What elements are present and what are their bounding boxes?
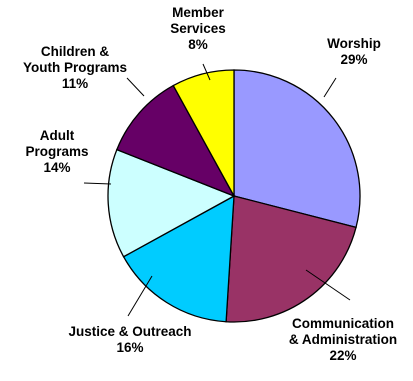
slice-label: Adult Programs 14% xyxy=(25,128,88,175)
pie-slice-member xyxy=(172,69,235,197)
pie-slice-justice-outreach xyxy=(122,194,235,323)
slice-label: Justice & Outreach 16% xyxy=(68,324,191,355)
leader-line xyxy=(127,275,153,317)
slice-label: Children & Youth Programs 11% xyxy=(23,44,127,91)
slice-label-line: 14% xyxy=(43,160,70,175)
leader-line xyxy=(202,63,211,81)
leader-line xyxy=(305,269,351,301)
slice-label-line: 22% xyxy=(329,348,356,363)
pie-slices xyxy=(107,69,361,323)
pie-slice-children xyxy=(116,84,236,198)
slice-label-line: Programs xyxy=(25,144,88,159)
slice-label-line: Children & xyxy=(41,44,110,59)
pie-slice-adult xyxy=(107,148,236,258)
leader-line xyxy=(126,77,145,97)
slice-label-line: 16% xyxy=(116,340,143,355)
slice-labels: Worship 29%Communication & Administration 2… xyxy=(23,5,397,363)
slice-label-line: Communication xyxy=(292,316,394,331)
slice-label: Member Services 8% xyxy=(170,5,226,52)
slice-label-line: Member xyxy=(172,5,225,20)
pie-slice-worship xyxy=(233,69,361,229)
leader-lines xyxy=(83,63,351,317)
slice-label-line: Youth Programs xyxy=(23,60,127,75)
leader-line xyxy=(83,182,112,185)
leader-line xyxy=(323,77,337,98)
slice-label-line: 29% xyxy=(340,52,367,67)
slice-label: Worship 29% xyxy=(327,36,381,67)
slice-label-line: Services xyxy=(170,21,226,36)
slice-label-line: Justice & Outreach xyxy=(68,324,191,339)
slice-label: Communication & Administration 22% xyxy=(289,316,397,363)
slice-label-line: 8% xyxy=(188,37,208,52)
slice-label-line: 11% xyxy=(62,76,88,91)
slice-label-line: & Administration xyxy=(289,332,397,347)
slice-label-line: Adult xyxy=(40,128,75,143)
slice-label-line: Worship xyxy=(327,36,381,51)
pie-slice-communication xyxy=(225,195,357,323)
